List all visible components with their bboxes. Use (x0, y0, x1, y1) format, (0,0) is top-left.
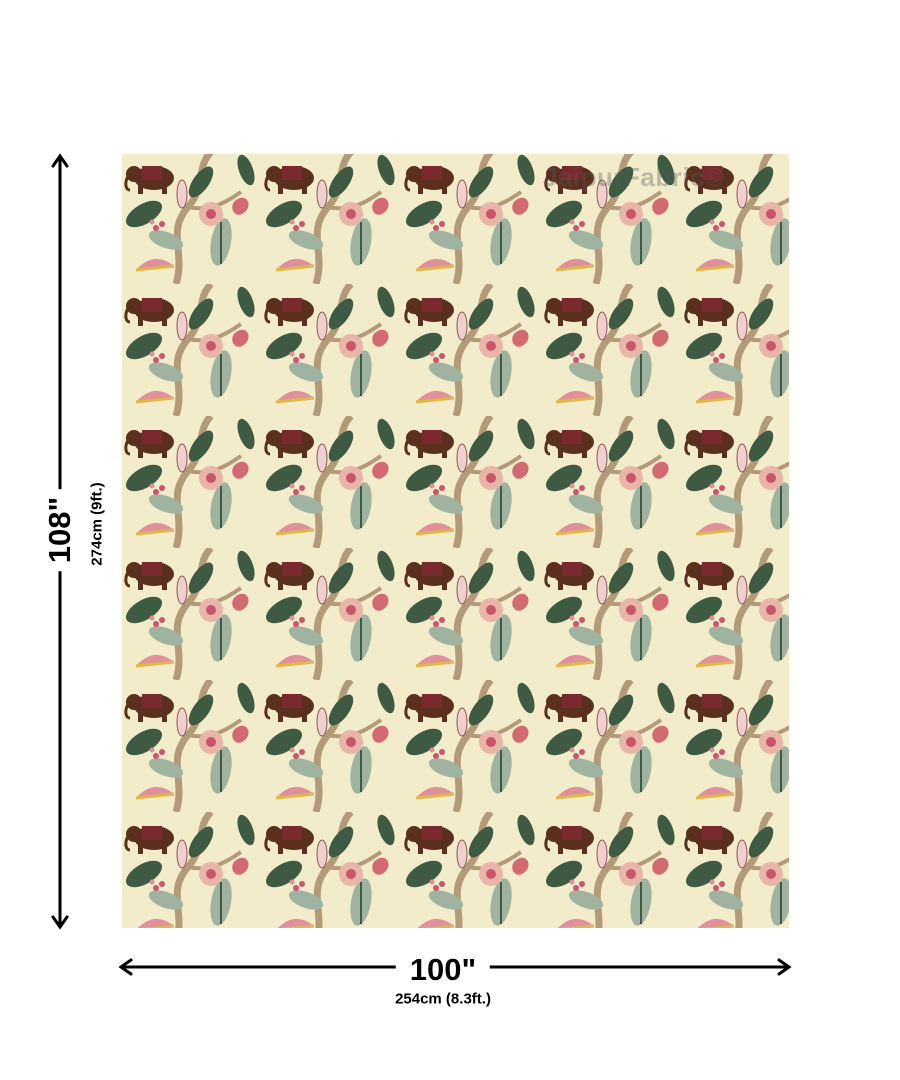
height-dimension-label: 108" (42, 488, 78, 572)
watermark: JaipurFabric© (543, 162, 725, 192)
height-metric-label: 274cm (9ft.) (88, 482, 106, 566)
fabric-pattern-image (122, 154, 789, 928)
width-metric-label: 254cm (8.3ft.) (395, 990, 491, 1008)
width-dimension-label: 100" (395, 952, 491, 988)
